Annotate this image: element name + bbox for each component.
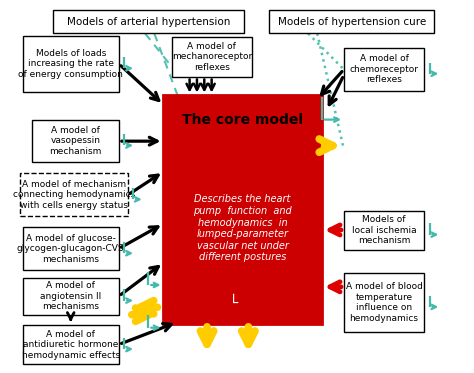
Bar	[344, 273, 424, 332]
Text: Describes the heart
pump  function  and
hemodynamics  in
lumped-parameter
vascul: Describes the heart pump function and he…	[193, 194, 292, 262]
Text: Models of arterial hypertension: Models of arterial hypertension	[67, 17, 230, 27]
Text: A model of glucose-
glycogen-glucagon-CVS
mechanisms: A model of glucose- glycogen-glucagon-CV…	[17, 234, 125, 264]
Bar	[32, 120, 119, 162]
Bar	[344, 211, 424, 250]
Text: A model of mechanism
connecting hemodynamics
with cells energy status: A model of mechanism connecting hemodyna…	[13, 180, 135, 210]
Text: A model of blood
temperature
influence on
hemodynamics: A model of blood temperature influence o…	[346, 282, 422, 323]
Bar	[53, 10, 244, 34]
Text: The core model: The core model	[182, 113, 303, 126]
Text: Models of
local ischemia
mechanism: Models of local ischemia mechanism	[352, 215, 416, 245]
Bar	[22, 228, 119, 270]
Bar	[269, 10, 434, 34]
Text: A model of
mechanoreceptor
reflexes: A model of mechanoreceptor reflexes	[172, 42, 252, 72]
Text: Models of loads
increasing the rate
of energy consumption: Models of loads increasing the rate of e…	[18, 49, 123, 79]
Bar	[20, 173, 128, 216]
Bar	[164, 95, 322, 324]
Bar	[22, 325, 119, 364]
Bar	[22, 278, 119, 315]
Text: A model of
antidiuretic hormone
hemodynamic effects: A model of antidiuretic hormone hemodyna…	[22, 330, 120, 360]
Text: └: └	[229, 296, 238, 311]
Text: A model of
vasopessin
mechanism: A model of vasopessin mechanism	[49, 126, 101, 156]
Text: Models of hypertension cure: Models of hypertension cure	[278, 17, 426, 27]
Bar	[344, 48, 424, 91]
Bar	[172, 37, 252, 76]
Text: A model of
angiotensin II
mechanisms: A model of angiotensin II mechanisms	[40, 281, 101, 311]
Text: A model of
chemoreceptor
reflexes: A model of chemoreceptor reflexes	[349, 54, 419, 84]
Bar	[22, 36, 119, 92]
